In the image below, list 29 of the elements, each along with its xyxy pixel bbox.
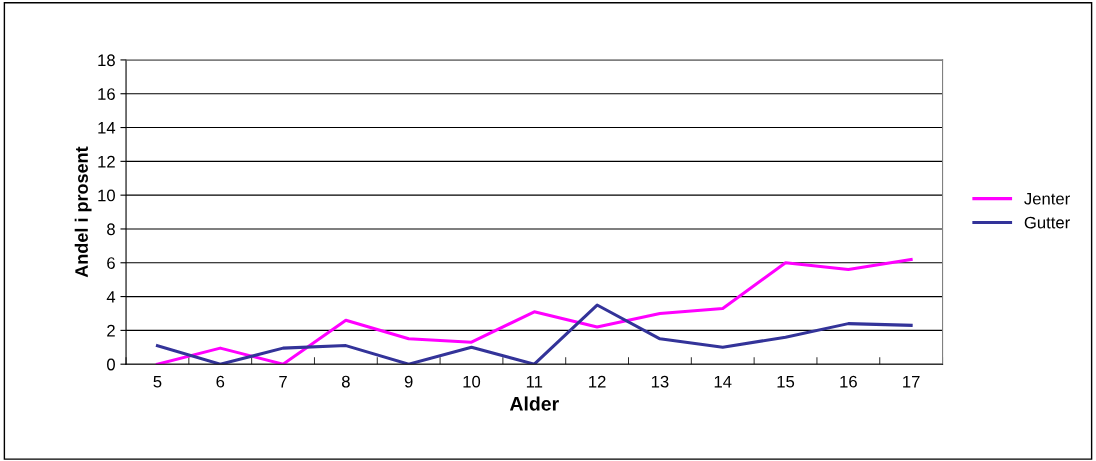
x-tick-label: 11 <box>526 375 543 388</box>
x-tick-label: 16 <box>840 375 857 388</box>
line-series <box>155 303 913 365</box>
x-tick-label: 5 <box>153 375 162 388</box>
legend-label: Gutter <box>1024 216 1070 229</box>
x-tick-label: 6 <box>216 375 225 388</box>
x-tick-label: 10 <box>463 375 481 388</box>
x-tick-label: 15 <box>777 375 795 388</box>
y-tick-label: 0 <box>107 358 115 371</box>
y-axis-title: Andel i prosent <box>74 146 92 278</box>
y-tick-label: 18 <box>98 54 115 67</box>
x-tick-label: 7 <box>279 375 287 388</box>
y-tick-label: 10 <box>98 189 115 202</box>
y-tick-label: 16 <box>98 88 115 100</box>
y-tick-label: 2 <box>107 324 115 337</box>
x-tick-label: 13 <box>651 375 669 388</box>
x-tick-label: 9 <box>404 375 413 388</box>
x-axis-title: Alder <box>509 396 559 411</box>
line-series <box>155 257 913 365</box>
y-tick-label: 14 <box>98 122 116 134</box>
x-tick-label: 12 <box>589 375 606 388</box>
x-tick-label: 17 <box>903 375 920 388</box>
y-tick-label: 6 <box>107 257 115 269</box>
y-tick-label: 12 <box>98 155 115 168</box>
x-tick-label: 14 <box>714 375 732 388</box>
legend-label: Jenter <box>1024 192 1070 205</box>
y-tick-label: 4 <box>106 291 116 303</box>
x-tick-label: 8 <box>341 375 350 388</box>
y-tick-label: 8 <box>107 223 115 236</box>
